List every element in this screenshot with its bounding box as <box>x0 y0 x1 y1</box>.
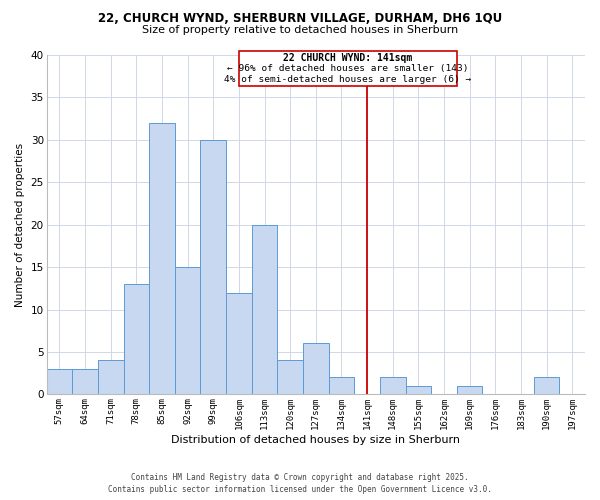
Bar <box>124 284 149 395</box>
X-axis label: Distribution of detached houses by size in Sherburn: Distribution of detached houses by size … <box>171 435 460 445</box>
Bar <box>72 369 98 394</box>
Bar <box>175 267 200 394</box>
Bar <box>251 224 277 394</box>
Bar <box>534 378 559 394</box>
Bar <box>303 344 329 394</box>
Bar <box>149 122 175 394</box>
Y-axis label: Number of detached properties: Number of detached properties <box>15 142 25 306</box>
Bar <box>226 292 251 394</box>
Text: ← 96% of detached houses are smaller (143): ← 96% of detached houses are smaller (14… <box>227 64 469 73</box>
FancyBboxPatch shape <box>239 50 457 86</box>
Bar <box>457 386 482 394</box>
Bar <box>47 369 72 394</box>
Text: 22 CHURCH WYND: 141sqm: 22 CHURCH WYND: 141sqm <box>283 52 412 62</box>
Text: 4% of semi-detached houses are larger (6) →: 4% of semi-detached houses are larger (6… <box>224 74 472 84</box>
Text: 22, CHURCH WYND, SHERBURN VILLAGE, DURHAM, DH6 1QU: 22, CHURCH WYND, SHERBURN VILLAGE, DURHA… <box>98 12 502 26</box>
Bar <box>277 360 303 394</box>
Bar <box>406 386 431 394</box>
Bar <box>98 360 124 394</box>
Text: Size of property relative to detached houses in Sherburn: Size of property relative to detached ho… <box>142 25 458 35</box>
Bar <box>380 378 406 394</box>
Bar <box>200 140 226 394</box>
Text: Contains HM Land Registry data © Crown copyright and database right 2025.
Contai: Contains HM Land Registry data © Crown c… <box>108 472 492 494</box>
Bar <box>329 378 354 394</box>
